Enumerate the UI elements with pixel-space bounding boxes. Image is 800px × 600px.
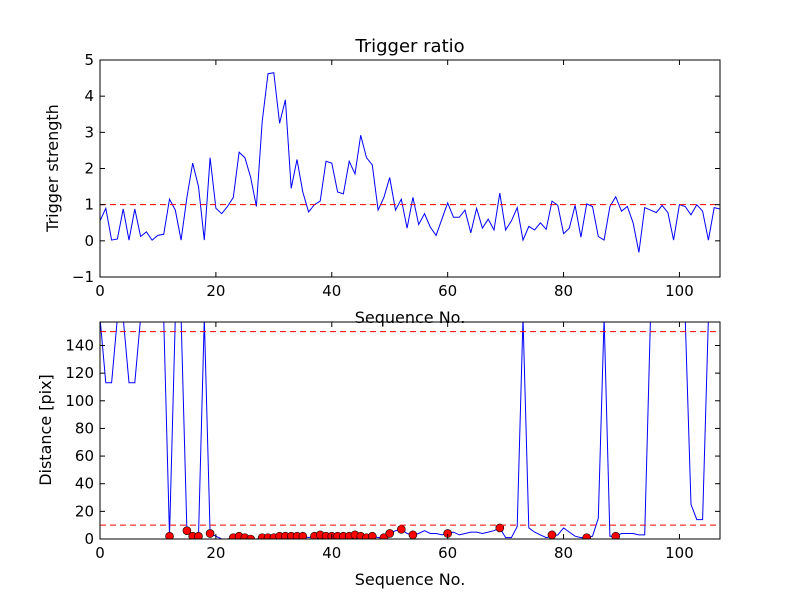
bottom-match-point [611, 531, 620, 539]
top-x-tick-label: 20 [206, 282, 225, 300]
bottom-match-point [547, 530, 557, 539]
top-y-tick-label: 4 [84, 87, 94, 105]
bottom-x-tick-label: 0 [95, 544, 105, 562]
bottom-match-point [205, 529, 215, 538]
bottom-axes-frame [99, 321, 721, 540]
top-y-tick-label: 0 [84, 232, 94, 250]
bottom-y-axis-label: Distance [pix] [36, 374, 55, 486]
bottom-match-point [165, 531, 174, 539]
top-x-tick-label: 100 [665, 282, 694, 300]
bottom-match-point [495, 523, 505, 533]
bottom-y-tick-label: 100 [65, 392, 94, 410]
top-y-tick-label: 1 [84, 196, 94, 214]
bottom-y-tick-label: 0 [84, 530, 94, 548]
bottom-y-tick-label: 60 [75, 447, 94, 465]
top-x-tick-label: 80 [554, 282, 573, 300]
top-y-tick-label: 5 [84, 51, 94, 69]
bottom-y-tick-label: 120 [65, 364, 94, 382]
bottom-x-tick-label: 80 [554, 544, 573, 562]
top-plot-area [100, 72, 720, 253]
top-y-tick-label: 2 [84, 160, 94, 178]
top-x-tick-label: 60 [438, 282, 457, 300]
bottom-y-tick-label: 140 [65, 336, 94, 354]
bottom-x-tick-label: 20 [206, 544, 225, 562]
top-y-tick-label: 3 [84, 123, 94, 141]
top-chart-title: Trigger ratio [354, 36, 464, 57]
bottom-match-point [397, 525, 406, 534]
top-y-axis-label: Trigger strength [43, 104, 62, 233]
bottom-match-point [385, 529, 395, 538]
bottom-match-point [194, 531, 203, 539]
bottom-y-tick-label: 80 [75, 419, 94, 437]
top-x-axis-label: Sequence No. [355, 308, 466, 327]
bottom-x-axis-label: Sequence No. [355, 570, 466, 589]
top-axes-frame [99, 59, 721, 278]
bottom-match-point [582, 533, 592, 539]
bottom-chart: 0 20 40 60 80 100 0 20 40 60 80 100 120 140 Sequence … [36, 321, 721, 589]
bottom-series-line [100, 322, 709, 539]
top-y-tick-label: −1 [72, 268, 94, 286]
bottom-match-point [298, 531, 308, 539]
top-x-tick-label: 0 [95, 282, 105, 300]
bottom-match-point [182, 526, 192, 536]
top-x-tick-label: 40 [322, 282, 341, 300]
bottom-match-point [246, 534, 255, 539]
bottom-y-tick-label: 20 [75, 502, 94, 520]
bottom-y-tick-label: 40 [75, 475, 94, 493]
top-series-line [100, 72, 720, 253]
bottom-match-point [408, 530, 418, 539]
bottom-x-tick-label: 60 [438, 544, 457, 562]
bottom-ticks: 0 20 40 60 80 100 0 20 40 60 80 100 120 140 [65, 322, 720, 562]
bottom-x-tick-label: 100 [665, 544, 694, 562]
bottom-plot-area [100, 322, 720, 539]
bottom-match-point [368, 531, 377, 539]
bottom-x-tick-label: 40 [322, 544, 341, 562]
